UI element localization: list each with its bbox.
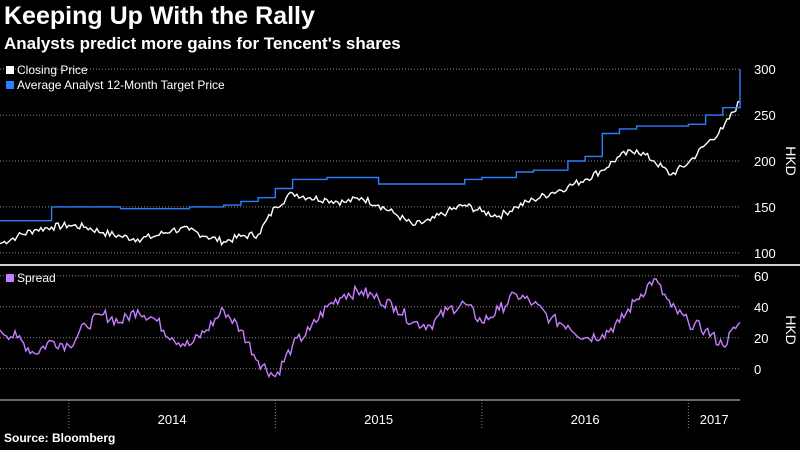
x-tick-label-2016: 2016 (571, 412, 600, 427)
chart-title: Keeping Up With the Rally (4, 2, 315, 30)
legend-label-spread: Spread (17, 271, 56, 285)
legend-label-closing-price: Closing Price (17, 63, 88, 77)
y-tick-label-spread-20: 20 (754, 331, 768, 346)
legend-swatch-average-analyst-12-month-target-price (6, 81, 14, 89)
y-tick-label-price-150: 150 (754, 200, 776, 215)
x-axis: 2014 2015 2016 2017 (0, 264, 800, 430)
series-line-spread (0, 278, 741, 379)
y-axis-label-price: HKD (783, 146, 799, 176)
chart-subtitle: Analysts predict more gains for Tencent'… (4, 34, 401, 53)
x-tick-label-2015: 2015 (364, 412, 393, 427)
x-tick-label-2017: 2017 (700, 412, 729, 427)
series-line-closing-price (0, 100, 741, 247)
legend-label-average-analyst-12-month-target-price: Average Analyst 12-Month Target Price (17, 78, 225, 92)
y-tick-label-price-250: 250 (754, 108, 776, 123)
x-tick-label-2014: 2014 (158, 412, 187, 427)
y-tick-label-spread-40: 40 (754, 300, 768, 315)
source-note: Source: Bloomberg (4, 431, 116, 445)
legend-swatch-spread (6, 274, 14, 282)
y-tick-label-spread-60: 60 (754, 269, 768, 284)
spread-panel: 0 20 40 60 HKD Spread (0, 269, 799, 379)
series-line-average-analyst-12-month-target-price (0, 69, 741, 222)
y-tick-label-price-200: 200 (754, 154, 776, 169)
legend-swatch-closing-price (6, 66, 14, 74)
y-tick-label-price-100: 100 (754, 246, 776, 261)
y-tick-label-price-300: 300 (754, 62, 776, 77)
y-axis-label-spread: HKD (783, 315, 799, 345)
y-tick-label-spread-0: 0 (754, 362, 761, 377)
